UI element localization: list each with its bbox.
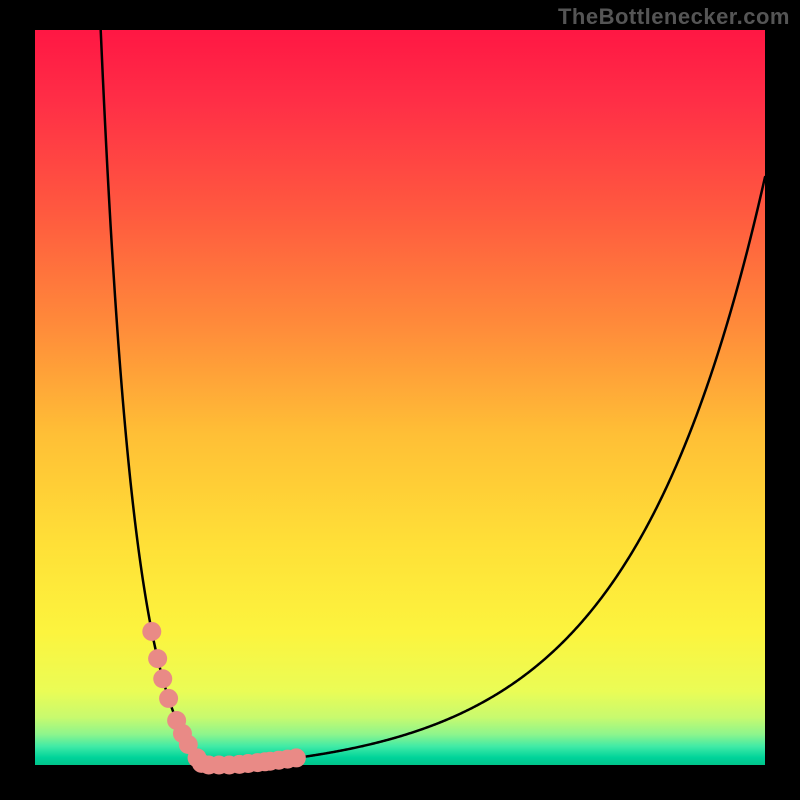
chart-container: TheBottlenecker.com [0,0,800,800]
marker-dot [153,669,172,688]
marker-dot [142,622,161,641]
marker-dot [148,649,167,668]
marker-dot [287,748,306,767]
watermark-text: TheBottlenecker.com [558,4,790,30]
marker-dot [159,689,178,708]
chart-svg [0,0,800,800]
chart-gradient-bg [35,30,765,765]
